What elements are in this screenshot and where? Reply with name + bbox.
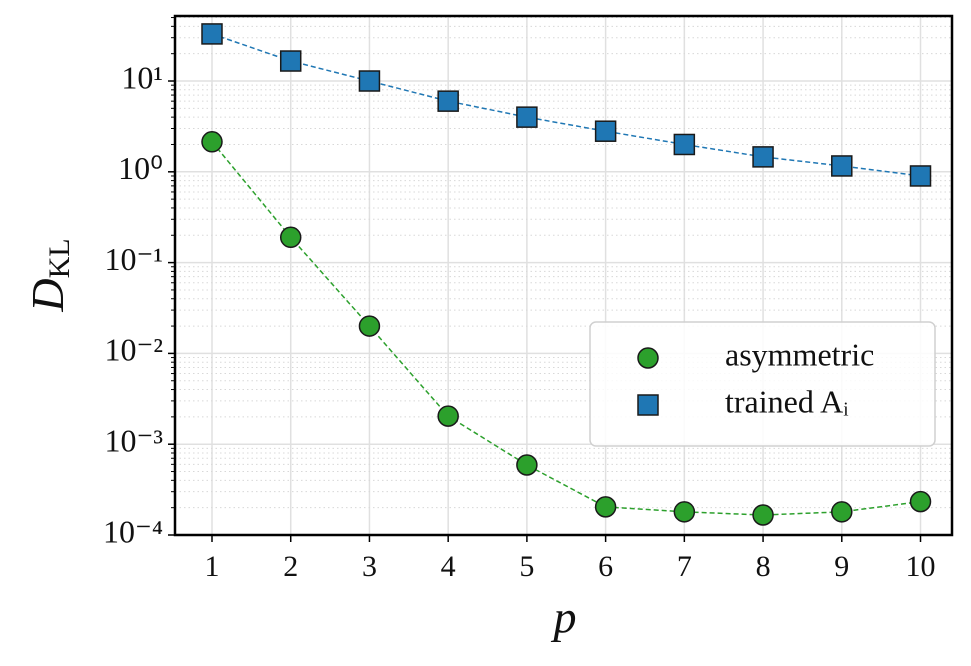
y-tick-label: 10⁰ [118, 150, 163, 186]
marker-circle [594, 496, 617, 518]
marker-square [437, 90, 459, 112]
marker-square [279, 50, 302, 72]
marker-circle [831, 501, 853, 523]
marker-square [831, 155, 853, 177]
marker-square [673, 133, 696, 156]
y-axis-label: DKL [22, 238, 76, 312]
marker-square [752, 146, 774, 168]
marker-circle [752, 504, 774, 526]
series-lines [211, 33, 921, 516]
legend-label: asymmetric [725, 336, 874, 372]
marker-circle [909, 490, 932, 513]
series-line [211, 33, 921, 177]
grid [175, 16, 952, 536]
marker-square [358, 70, 381, 92]
x-tick-label: 2 [283, 550, 298, 583]
y-tick-label: 10¹ [121, 59, 163, 95]
x-axis-label: p [551, 592, 577, 643]
marker-circle [516, 454, 538, 476]
legend: asymmetric trained Aᵢ [589, 321, 936, 447]
series-line [211, 141, 921, 516]
y-tick-label: 10⁻⁴ [103, 513, 163, 549]
marker-square [516, 106, 538, 128]
marker-square [201, 23, 223, 45]
y-tick-label: 10⁻³ [105, 423, 163, 459]
y-tick-label: 10⁻¹ [105, 241, 163, 277]
x-tick-label: 7 [677, 550, 692, 583]
x-tick-label: 6 [598, 550, 613, 583]
y-label-main: D [22, 278, 73, 312]
marker-circle [279, 226, 302, 249]
plot-frame [173, 14, 954, 537]
x-tick-label: 1 [205, 550, 220, 583]
x-tick-label: 8 [756, 550, 771, 583]
legend-marker [637, 347, 659, 369]
series-markers [201, 23, 932, 526]
legend-marker [637, 394, 659, 416]
marker-circle [358, 315, 381, 337]
x-tick-label: 3 [362, 550, 377, 583]
marker-circle [673, 501, 696, 523]
marker-square [594, 120, 617, 142]
legend-box [589, 321, 936, 447]
x-tick-label: 5 [519, 550, 534, 583]
x-tick-label: 4 [441, 550, 456, 583]
x-tick-label: 10 [906, 550, 936, 583]
marker-circle [437, 405, 459, 427]
marker-circle [201, 131, 223, 153]
x-tick-label: 9 [834, 550, 849, 583]
y-tick-label: 10⁻² [105, 332, 163, 368]
marker-square [909, 165, 932, 187]
legend-label: trained Aᵢ [725, 383, 848, 419]
y-label-subscript: KL [43, 238, 76, 278]
